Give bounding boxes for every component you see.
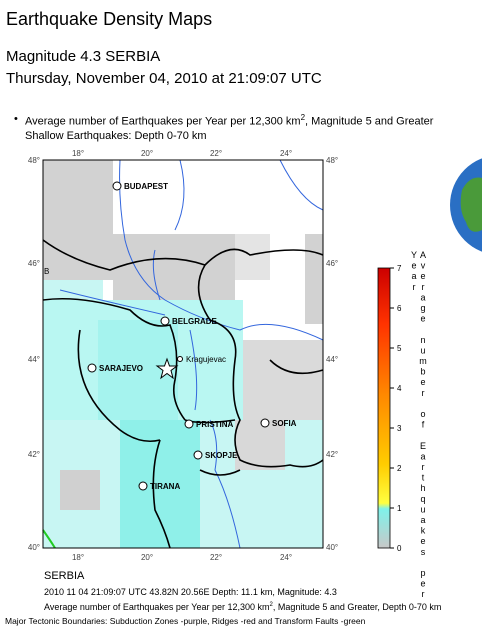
transform-fault xyxy=(42,529,56,549)
legend-text: , Magnitude 5 and Greater xyxy=(305,115,434,128)
lon-label: 20° xyxy=(141,149,153,158)
borders xyxy=(42,239,324,549)
axis-labels: 18° 18° 20° 20° 22° 22° 24° 24° 48° 48° 46° 46° 44° 4… xyxy=(28,149,338,562)
city-label: TIRANA xyxy=(150,482,180,491)
colorbar-tick-label: 0 xyxy=(397,544,402,553)
lat-label: 42° xyxy=(28,450,40,459)
rivers xyxy=(59,159,324,549)
lon-label: 22° xyxy=(210,553,222,562)
epicenter xyxy=(155,357,179,380)
colorbar-title: Average number of Earthquakes per Year xyxy=(409,250,428,600)
lat-label: 40° xyxy=(28,543,40,552)
city-label: SKOPJE xyxy=(205,451,238,460)
lon-label: 22° xyxy=(210,149,222,158)
city-label: BELGRADE xyxy=(172,317,218,326)
city-label: Kragujevac xyxy=(186,355,226,364)
density-cell xyxy=(235,234,270,280)
lat-label: 48° xyxy=(326,156,338,165)
legend-text: Average number of Earthquakes per Year p… xyxy=(25,115,301,128)
lon-label: 24° xyxy=(280,553,292,562)
lat-label: 44° xyxy=(28,355,40,364)
lon-label: 18° xyxy=(72,149,84,158)
density-cell xyxy=(243,340,323,420)
city-marker xyxy=(138,481,148,491)
colorbar-tick-label: 5 xyxy=(397,344,402,353)
city-marker xyxy=(193,450,203,460)
caption-text: , Magnitude 5 and Greater, Depth 0-70 km xyxy=(272,602,442,612)
density-cell xyxy=(43,160,113,280)
caption-text: Average number of Earthquakes per Year p… xyxy=(44,602,270,612)
lat-label: 46° xyxy=(28,259,40,268)
density-cell xyxy=(113,234,235,300)
colorbar-tick-label: 3 xyxy=(397,424,402,433)
region: SERBIA xyxy=(44,570,85,582)
map-frame xyxy=(42,159,324,549)
city-marker xyxy=(160,316,170,326)
event-line: 2010 11 04 21:09:07 UTC 43.82N 20.56E De… xyxy=(44,587,337,597)
lat-label: 42° xyxy=(326,450,338,459)
lon-label: 20° xyxy=(141,553,153,562)
city-marker xyxy=(112,181,122,191)
event-title: Magnitude 4.3 SERBIA xyxy=(6,48,161,65)
lat-label: 48° xyxy=(28,156,40,165)
tectonic-note: Major Tectonic Boundaries: Subduction Zo… xyxy=(5,616,366,626)
city-marker xyxy=(177,356,183,362)
city-label: PRISTINA xyxy=(196,420,234,429)
colorbar-tick-label: 7 xyxy=(397,264,402,273)
city-marker xyxy=(87,363,97,373)
colorbar-tick-label: 6 xyxy=(397,304,402,313)
city-label: BUDAPEST xyxy=(124,182,168,191)
colorbar-ticks: 0 1 2 3 4 5 6 7 xyxy=(390,264,402,553)
caption: Average number of Earthquakes per Year p… xyxy=(44,602,441,612)
city-label: SARAJEVO xyxy=(99,364,143,373)
cities: BUDAPEST BELGRADE SARAJEVO Kragujevac PR… xyxy=(44,181,297,491)
legend-line: Shallow Earthquakes: Depth 0-70 km xyxy=(25,130,207,142)
lat-label: 46° xyxy=(326,259,338,268)
city-marker xyxy=(260,418,270,428)
event-datetime: Thursday, November 04, 2010 at 21:09:07 … xyxy=(6,70,322,87)
density-cell xyxy=(305,234,323,324)
legend-line: Average number of Earthquakes per Year p… xyxy=(25,113,433,128)
lon-label: 24° xyxy=(280,149,292,158)
colorbar-tick-label: 2 xyxy=(397,464,402,473)
colorbar-tick-label: 4 xyxy=(397,384,402,393)
page-title: Earthquake Density Maps xyxy=(6,9,213,29)
city-marker xyxy=(184,419,194,429)
colorbar-tick-label: 1 xyxy=(397,504,402,513)
colorbar xyxy=(377,267,391,549)
bullet: • xyxy=(14,113,18,125)
city-label: SOFIA xyxy=(272,419,297,428)
density-cell xyxy=(60,470,100,510)
lat-label: 40° xyxy=(326,543,338,552)
globe-land xyxy=(460,177,482,232)
lon-label: 18° xyxy=(72,553,84,562)
caption-sup: 2 xyxy=(269,602,273,608)
edge-label: B xyxy=(44,267,49,276)
lat-label: 44° xyxy=(326,355,338,364)
legend-sup: 2 xyxy=(300,113,306,122)
